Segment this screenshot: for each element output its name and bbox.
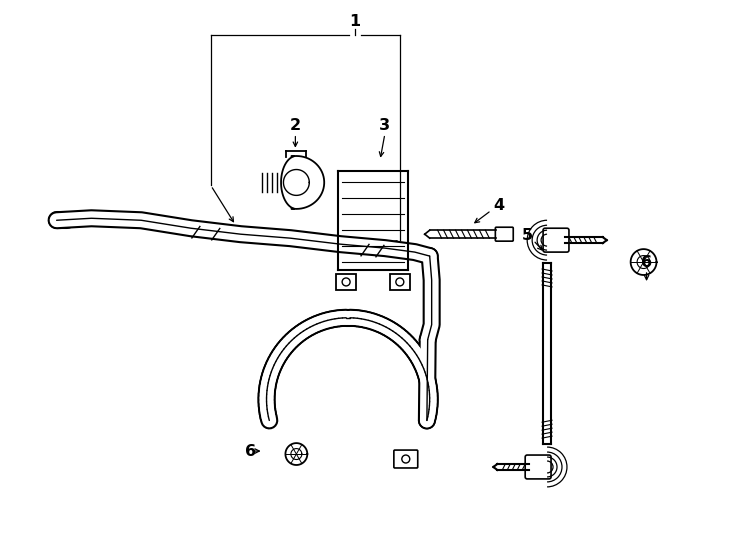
Text: 2: 2 <box>290 118 301 133</box>
Text: 3: 3 <box>379 118 390 133</box>
Text: 1: 1 <box>349 14 360 29</box>
FancyBboxPatch shape <box>394 450 418 468</box>
Text: 4: 4 <box>494 198 505 213</box>
FancyBboxPatch shape <box>495 227 513 241</box>
Text: 6: 6 <box>641 254 652 269</box>
Bar <box>390 274 410 290</box>
Text: 5: 5 <box>522 228 533 242</box>
FancyBboxPatch shape <box>543 228 569 252</box>
FancyBboxPatch shape <box>526 455 551 479</box>
Text: 6: 6 <box>245 443 256 458</box>
Bar <box>336 274 356 290</box>
